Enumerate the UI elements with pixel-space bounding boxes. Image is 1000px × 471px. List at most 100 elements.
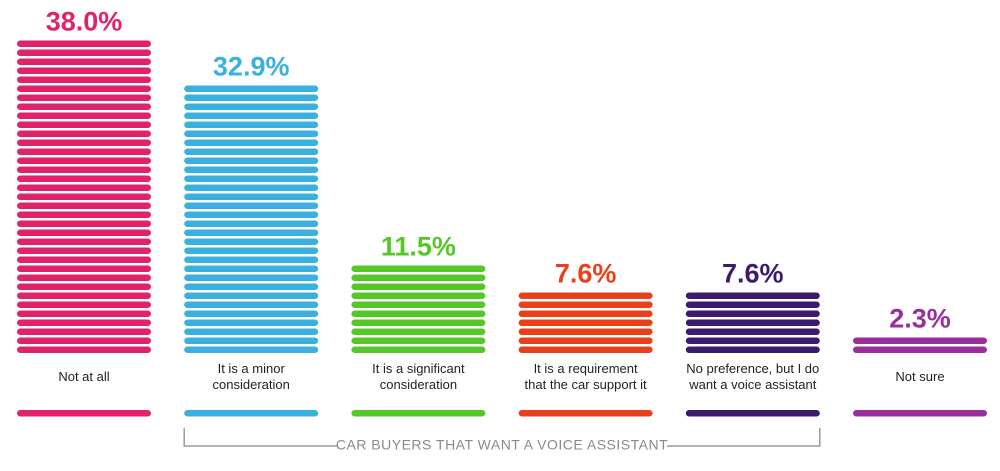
bar-2-stripe: [184, 139, 319, 146]
bar-2-stripe: [184, 184, 319, 191]
bar-1: [17, 40, 151, 353]
bar-2: [184, 85, 319, 353]
bar-1-stripe: [17, 103, 151, 110]
category-label-4: It is a requirement that the car support …: [525, 361, 648, 392]
category-label-line: It is a significant: [372, 361, 465, 376]
bar-5-stripe: [685, 346, 820, 353]
category-label-line: Not sure: [895, 369, 944, 384]
category-label-line: It is a requirement: [534, 361, 638, 376]
bar-2-stripe: [184, 337, 319, 344]
bar-2-stripe: [184, 166, 319, 173]
bar-2-stripe: [184, 112, 319, 119]
bar-1-stripe: [17, 193, 151, 200]
value-label-4: 7.6%: [555, 259, 617, 289]
bar-6-stripe: [853, 337, 987, 344]
bar-2-stripe: [184, 274, 319, 281]
bar-1-stripe: [17, 202, 151, 209]
bar-5-stripe: [685, 319, 820, 326]
bar-3-stripe: [351, 283, 486, 290]
category-label-2: It is a minor consideration: [213, 361, 290, 392]
bar-1-stripe: [17, 346, 151, 353]
bar-1-stripe: [17, 148, 151, 155]
baseline-mark-6: [853, 410, 987, 417]
bar-2-stripe: [184, 238, 319, 245]
bar-1-stripe: [17, 67, 151, 74]
baseline-mark-5: [685, 410, 820, 417]
bar-2-stripe: [184, 265, 319, 272]
bar-2-stripe: [184, 148, 319, 155]
bar-3-stripe: [351, 319, 486, 326]
category-labels-layer: Not at all It is a minor consideration It i…: [58, 361, 944, 392]
baseline-mark-4: [518, 410, 653, 417]
baseline-mark-2: [184, 410, 319, 417]
bar-4: [518, 292, 653, 353]
bar-1-stripe: [17, 139, 151, 146]
bar-1-stripe: [17, 301, 151, 308]
value-label-3: 11.5%: [381, 232, 456, 262]
bar-4-stripe: [518, 328, 653, 335]
group-bracket-label: CAR BUYERS THAT WANT A VOICE ASSISTANT: [336, 437, 668, 453]
bar-3-stripe: [351, 265, 486, 272]
bar-2-stripe: [184, 247, 319, 254]
category-label-1: Not at all: [58, 369, 109, 384]
bar-4-stripe: [518, 292, 653, 299]
category-label-line: want a voice assistant: [688, 377, 817, 392]
baseline-mark-1: [17, 410, 151, 417]
category-label-line: consideration: [213, 377, 290, 392]
bar-1-stripe: [17, 265, 151, 272]
bar-1-stripe: [17, 130, 151, 137]
category-label-line: consideration: [380, 377, 457, 392]
bars-layer: [17, 40, 987, 353]
bar-1-stripe: [17, 310, 151, 317]
bar-1-stripe: [17, 211, 151, 218]
group-bracket: CAR BUYERS THAT WANT A VOICE ASSISTANT: [183, 428, 821, 453]
bar-2-stripe: [184, 328, 319, 335]
bar-1-stripe: [17, 40, 151, 47]
bar-1-stripe: [17, 256, 151, 263]
bar-1-stripe: [17, 337, 151, 344]
bar-3-stripe: [351, 346, 486, 353]
bar-2-stripe: [184, 121, 319, 128]
bar-3-stripe: [351, 328, 486, 335]
bracket-right-line: [667, 428, 821, 447]
category-label-6: Not sure: [895, 369, 944, 384]
baseline-mark-3: [351, 410, 486, 417]
bar-2-stripe: [184, 310, 319, 317]
value-label-2: 32.9%: [213, 52, 290, 82]
bar-4-stripe: [518, 310, 653, 317]
bar-2-stripe: [184, 346, 319, 353]
bar-1-stripe: [17, 247, 151, 254]
bar-5-stripe: [685, 310, 820, 317]
bar-1-stripe: [17, 94, 151, 101]
baseline-marks-layer: [17, 410, 987, 417]
bar-3-stripe: [351, 310, 486, 317]
bar-1-stripe: [17, 319, 151, 326]
bar-1-stripe: [17, 166, 151, 173]
bar-2-stripe: [184, 220, 319, 227]
category-label-line: Not at all: [58, 369, 109, 384]
bar-2-stripe: [184, 292, 319, 299]
value-label-1: 38.0%: [46, 7, 123, 37]
bar-1-stripe: [17, 220, 151, 227]
bar-2-stripe: [184, 130, 319, 137]
bar-1-stripe: [17, 292, 151, 299]
bar-1-stripe: [17, 157, 151, 164]
bar-6-stripe: [853, 346, 987, 353]
bar-2-stripe: [184, 193, 319, 200]
bar-2-stripe: [184, 319, 319, 326]
bar-1-stripe: [17, 49, 151, 56]
bar-5-stripe: [685, 337, 820, 344]
bar-4-stripe: [518, 319, 653, 326]
bar-1-stripe: [17, 229, 151, 236]
bar-1-stripe: [17, 121, 151, 128]
bar-2-stripe: [184, 202, 319, 209]
bar-1-stripe: [17, 112, 151, 119]
bar-2-stripe: [184, 283, 319, 290]
bar-1-stripe: [17, 274, 151, 281]
bar-1-stripe: [17, 58, 151, 65]
bar-2-stripe: [184, 94, 319, 101]
bar-4-stripe: [518, 346, 653, 353]
bar-3-stripe: [351, 337, 486, 344]
bar-3-stripe: [351, 292, 486, 299]
bar-5-stripe: [685, 292, 820, 299]
